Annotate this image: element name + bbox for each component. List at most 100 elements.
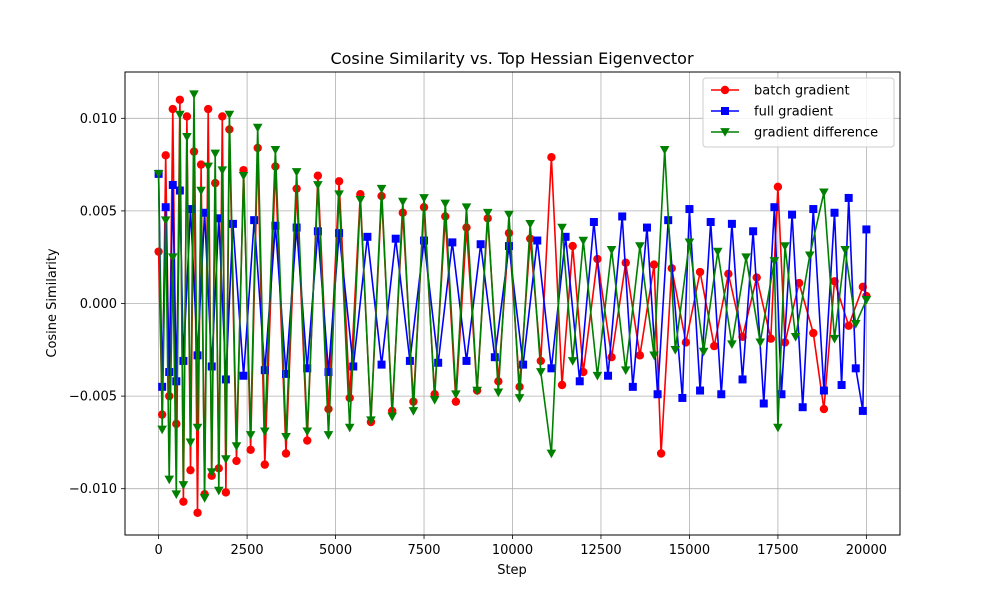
data-point bbox=[203, 104, 213, 114]
data-point bbox=[291, 168, 302, 177]
y-tick-label: −0.010 bbox=[69, 482, 117, 497]
data-point bbox=[196, 160, 206, 169]
data-point bbox=[684, 238, 695, 248]
data-point bbox=[164, 475, 175, 485]
data-point bbox=[741, 253, 751, 262]
data-point bbox=[861, 295, 872, 305]
data-point bbox=[769, 257, 780, 266]
data-point bbox=[175, 95, 185, 104]
data-point bbox=[525, 220, 535, 229]
data-point bbox=[738, 375, 747, 384]
data-point bbox=[635, 351, 645, 360]
data-point bbox=[819, 188, 829, 198]
data-point bbox=[578, 236, 589, 246]
x-tick-label: 5000 bbox=[319, 543, 352, 558]
data-point bbox=[462, 223, 471, 232]
data-point bbox=[165, 391, 174, 401]
data-point bbox=[862, 225, 871, 234]
data-point bbox=[193, 508, 202, 517]
data-point bbox=[476, 240, 485, 249]
data-point bbox=[160, 216, 171, 225]
data-point bbox=[546, 449, 557, 459]
data-point bbox=[678, 393, 687, 402]
data-point bbox=[377, 360, 386, 369]
legend-item: gradient difference bbox=[711, 126, 878, 141]
data-point bbox=[228, 219, 237, 228]
data-point bbox=[830, 208, 839, 217]
data-point bbox=[292, 223, 301, 232]
data-point bbox=[185, 438, 196, 448]
data-point bbox=[189, 90, 199, 100]
data-point bbox=[490, 353, 499, 362]
data-point bbox=[313, 181, 323, 190]
data-point bbox=[592, 371, 603, 381]
data-point bbox=[231, 442, 242, 451]
data-point bbox=[324, 404, 333, 414]
data-point bbox=[271, 221, 280, 230]
data-point bbox=[448, 238, 457, 247]
data-point bbox=[213, 486, 224, 496]
data-point bbox=[376, 184, 387, 194]
series-line bbox=[157, 173, 868, 412]
data-point bbox=[391, 234, 400, 243]
data-point bbox=[547, 364, 556, 373]
data-point bbox=[172, 377, 181, 386]
data-point bbox=[451, 390, 461, 400]
data-point bbox=[837, 380, 846, 389]
legend-box bbox=[702, 77, 895, 148]
grid bbox=[125, 72, 900, 535]
series-group bbox=[153, 90, 872, 517]
data-point bbox=[203, 162, 213, 172]
data-point bbox=[199, 494, 210, 503]
data-point bbox=[178, 481, 189, 490]
y-tick-label: 0.010 bbox=[80, 112, 117, 127]
data-point bbox=[755, 338, 766, 348]
data-point bbox=[628, 382, 637, 391]
data-point bbox=[210, 149, 221, 159]
data-point bbox=[504, 210, 514, 220]
data-point bbox=[462, 356, 471, 365]
data-point bbox=[387, 412, 397, 422]
data-point bbox=[759, 399, 768, 408]
data-point bbox=[780, 242, 790, 251]
data-point bbox=[168, 104, 177, 114]
data-point bbox=[773, 182, 783, 192]
data-point bbox=[567, 357, 578, 366]
data-point bbox=[186, 465, 195, 475]
data-point bbox=[604, 371, 613, 380]
data-point bbox=[557, 223, 567, 233]
data-point bbox=[193, 351, 202, 360]
data-point bbox=[659, 145, 670, 155]
data-point bbox=[165, 368, 174, 377]
data-point bbox=[182, 112, 192, 121]
data-point bbox=[773, 423, 783, 433]
data-point bbox=[809, 205, 818, 214]
y-tick-label: 0.005 bbox=[80, 204, 117, 219]
data-point bbox=[217, 166, 228, 175]
data-point bbox=[575, 377, 584, 386]
x-tick-label: 10000 bbox=[492, 543, 533, 558]
data-point bbox=[727, 219, 736, 228]
data-point bbox=[727, 340, 737, 350]
data-point bbox=[766, 334, 776, 343]
legend-label: batch gradient bbox=[754, 84, 850, 99]
data-point bbox=[525, 234, 535, 243]
x-tick-label: 20000 bbox=[846, 543, 887, 558]
data-point bbox=[420, 236, 429, 245]
data-point bbox=[366, 416, 376, 425]
data-point bbox=[472, 386, 482, 396]
data-point bbox=[844, 193, 853, 202]
data-point bbox=[504, 228, 514, 238]
data-point bbox=[749, 227, 758, 236]
data-point bbox=[656, 449, 666, 458]
data-point bbox=[695, 267, 705, 277]
data-point bbox=[493, 388, 504, 398]
y-axis-title: Cosine Similarity bbox=[45, 248, 60, 358]
data-point bbox=[239, 371, 248, 380]
data-point bbox=[221, 455, 231, 464]
data-point bbox=[547, 152, 556, 162]
data-point bbox=[182, 132, 192, 142]
data-point bbox=[429, 395, 440, 405]
data-point bbox=[252, 123, 263, 133]
